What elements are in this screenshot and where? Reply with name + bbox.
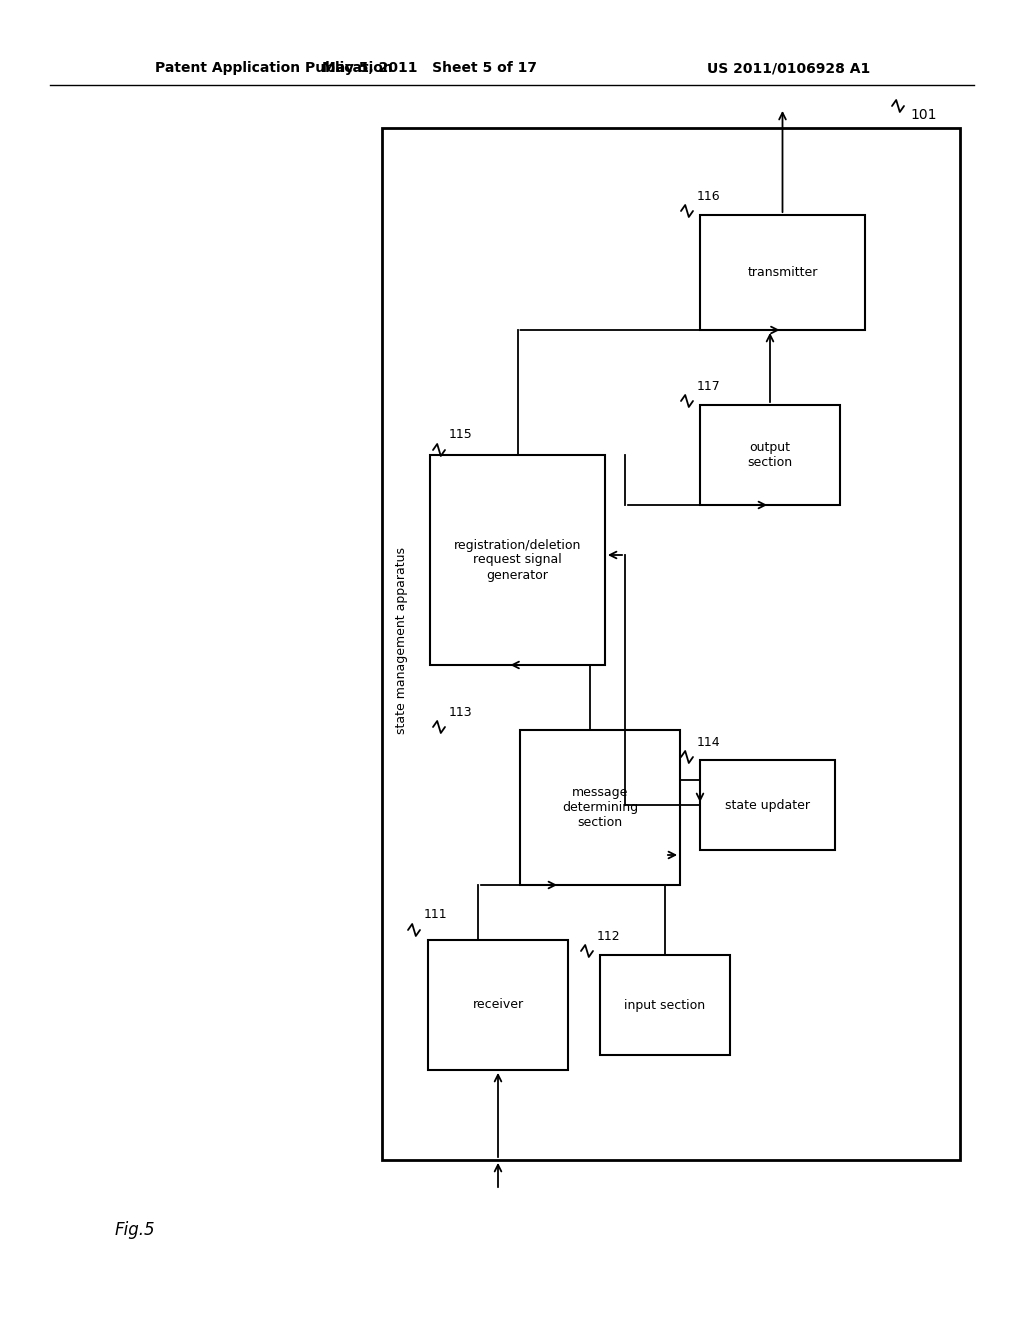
Text: 111: 111 bbox=[424, 908, 447, 921]
Bar bbox=[430, 455, 605, 665]
Text: US 2011/0106928 A1: US 2011/0106928 A1 bbox=[707, 61, 870, 75]
Bar bbox=[700, 760, 835, 850]
Text: May 5, 2011   Sheet 5 of 17: May 5, 2011 Sheet 5 of 17 bbox=[323, 61, 538, 75]
Bar bbox=[520, 730, 680, 884]
Text: 113: 113 bbox=[449, 705, 473, 718]
Bar bbox=[382, 128, 961, 1160]
Text: state updater: state updater bbox=[725, 799, 810, 812]
Bar bbox=[700, 215, 865, 330]
Text: 112: 112 bbox=[597, 929, 621, 942]
Text: transmitter: transmitter bbox=[748, 267, 818, 279]
Text: Patent Application Publication: Patent Application Publication bbox=[155, 61, 393, 75]
Text: 117: 117 bbox=[697, 380, 721, 392]
Text: 114: 114 bbox=[697, 735, 721, 748]
Text: message
determining
section: message determining section bbox=[562, 785, 638, 829]
Text: 115: 115 bbox=[449, 429, 473, 441]
Bar bbox=[428, 940, 568, 1071]
Text: output
section: output section bbox=[748, 441, 793, 469]
Text: state management apparatus: state management apparatus bbox=[395, 546, 409, 734]
Bar bbox=[700, 405, 840, 506]
Bar bbox=[600, 954, 730, 1055]
Text: 101: 101 bbox=[910, 108, 937, 121]
Text: 116: 116 bbox=[697, 190, 721, 202]
Text: Fig.5: Fig.5 bbox=[115, 1221, 156, 1239]
Text: registration/deletion
request signal
generator: registration/deletion request signal gen… bbox=[454, 539, 582, 582]
Text: receiver: receiver bbox=[472, 998, 523, 1011]
Text: input section: input section bbox=[625, 998, 706, 1011]
